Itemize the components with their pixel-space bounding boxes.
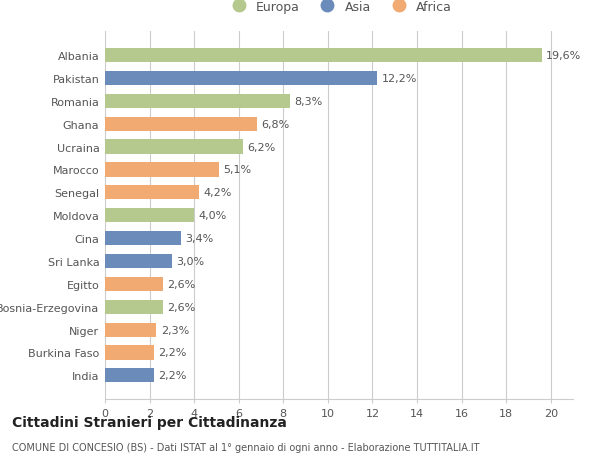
Bar [105,72,377,86]
Text: 3,0%: 3,0% [176,257,205,266]
Text: 6,8%: 6,8% [261,119,289,129]
Bar [105,369,154,383]
Text: COMUNE DI CONCESIO (BS) - Dati ISTAT al 1° gennaio di ogni anno - Elaborazione T: COMUNE DI CONCESIO (BS) - Dati ISTAT al … [12,442,479,452]
Bar [105,49,542,63]
Bar [105,95,290,109]
Bar [105,300,163,314]
Text: 4,2%: 4,2% [203,188,232,198]
Bar [105,163,218,177]
Bar [105,346,154,360]
Text: 2,2%: 2,2% [158,370,187,381]
Bar [105,186,199,200]
Legend: Europa, Asia, Africa: Europa, Asia, Africa [221,0,457,18]
Bar [105,118,257,131]
Text: 8,3%: 8,3% [295,96,323,106]
Text: 2,2%: 2,2% [158,348,187,358]
Text: 6,2%: 6,2% [248,142,276,152]
Bar [105,140,243,154]
Text: 12,2%: 12,2% [382,74,417,84]
Bar [105,277,163,291]
Text: 2,6%: 2,6% [167,302,196,312]
Bar [105,231,181,246]
Text: 4,0%: 4,0% [199,211,227,221]
Text: 2,3%: 2,3% [161,325,189,335]
Bar [105,323,156,337]
Text: 3,4%: 3,4% [185,234,214,244]
Bar [105,254,172,269]
Text: 5,1%: 5,1% [223,165,251,175]
Text: Cittadini Stranieri per Cittadinanza: Cittadini Stranieri per Cittadinanza [12,415,287,429]
Text: 2,6%: 2,6% [167,279,196,289]
Bar [105,209,194,223]
Text: 19,6%: 19,6% [546,51,581,61]
